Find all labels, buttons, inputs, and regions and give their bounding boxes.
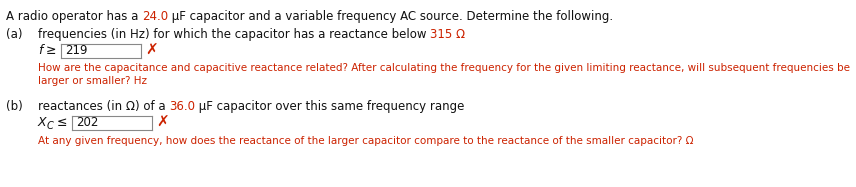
Text: (a): (a) [6,28,22,41]
Text: 24.0: 24.0 [142,10,169,23]
Text: How are the capacitance and capacitive reactance related? After calculating the : How are the capacitance and capacitive r… [38,63,850,73]
Text: ✗: ✗ [145,43,158,58]
Text: A radio operator has a: A radio operator has a [6,10,142,23]
Text: 202: 202 [76,117,98,130]
Text: 219: 219 [65,45,87,57]
Text: frequencies (in Hz) for which the capacitor has a reactance below: frequencies (in Hz) for which the capaci… [38,28,431,41]
Text: μF capacitor over this same frequency range: μF capacitor over this same frequency ra… [195,100,465,113]
Text: (b): (b) [6,100,23,113]
Text: 36.0: 36.0 [169,100,195,113]
Text: ≤: ≤ [53,116,72,129]
Text: ✗: ✗ [156,115,169,130]
Text: μF capacitor and a variable frequency AC source. Determine the following.: μF capacitor and a variable frequency AC… [169,10,614,23]
Text: X: X [38,116,46,129]
Text: At any given frequency, how does the reactance of the larger capacitor compare t: At any given frequency, how does the rea… [38,136,693,146]
Text: f: f [38,44,43,57]
Text: larger or smaller? Hz: larger or smaller? Hz [38,76,147,86]
Text: C: C [46,121,53,131]
Text: reactances (in Ω) of a: reactances (in Ω) of a [38,100,169,113]
Text: ≥: ≥ [43,44,61,57]
Text: 315 Ω: 315 Ω [431,28,466,41]
